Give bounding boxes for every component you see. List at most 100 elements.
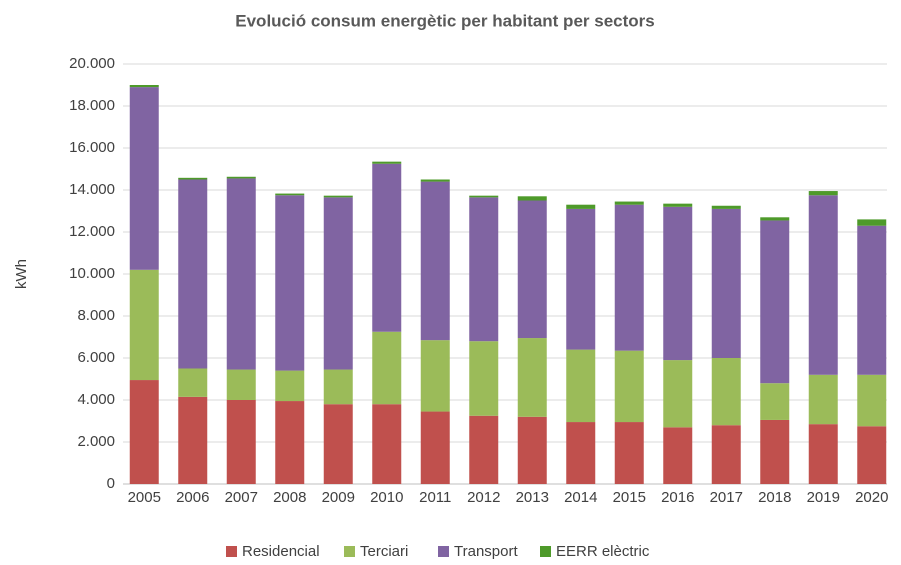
x-tick-label: 2017 bbox=[710, 489, 743, 506]
y-tick-label: 8.000 bbox=[77, 307, 115, 324]
bar-segment bbox=[226, 369, 256, 400]
bar-segment bbox=[614, 350, 644, 423]
legend-swatch bbox=[226, 546, 237, 557]
bar-segment bbox=[711, 425, 741, 484]
bar-segment bbox=[323, 404, 353, 484]
x-tick-label: 2015 bbox=[613, 489, 646, 506]
x-tick-label: 2008 bbox=[273, 489, 306, 506]
x-tick-label: 2013 bbox=[516, 489, 549, 506]
x-tick-label: 2012 bbox=[467, 489, 500, 506]
bar-segment bbox=[517, 196, 547, 201]
bar-segment bbox=[614, 422, 644, 484]
bar-segment bbox=[420, 411, 450, 484]
bar-segment bbox=[760, 220, 790, 384]
x-tick-label: 2014 bbox=[564, 489, 597, 506]
legend-swatch bbox=[344, 546, 355, 557]
bar-segment bbox=[663, 360, 693, 428]
bar-segment bbox=[663, 203, 693, 207]
legend-label: EERR elèctric bbox=[556, 543, 650, 560]
bar-segment bbox=[566, 422, 596, 484]
bar-segment bbox=[760, 383, 790, 420]
bar-segment bbox=[808, 424, 838, 484]
x-tick-label: 2020 bbox=[855, 489, 888, 506]
x-tick-label: 2018 bbox=[758, 489, 791, 506]
y-tick-label: 18.000 bbox=[69, 97, 115, 114]
bar-segment bbox=[226, 176, 256, 179]
x-tick-label: 2019 bbox=[807, 489, 840, 506]
y-tick-label: 0 bbox=[107, 475, 115, 492]
y-tick-label: 14.000 bbox=[69, 181, 115, 198]
bar-segment bbox=[614, 204, 644, 351]
bar-segment bbox=[566, 208, 596, 350]
legend-swatch bbox=[540, 546, 551, 557]
bar-segment bbox=[129, 380, 159, 484]
y-tick-label: 4.000 bbox=[77, 391, 115, 408]
x-tick-label: 2010 bbox=[370, 489, 403, 506]
bar-segment bbox=[275, 370, 305, 402]
x-tick-label: 2006 bbox=[176, 489, 209, 506]
bar-segment bbox=[178, 177, 208, 180]
bar-segment bbox=[275, 195, 305, 371]
bar-segment bbox=[711, 358, 741, 426]
bar-segment bbox=[420, 179, 450, 182]
bar-segment bbox=[663, 206, 693, 361]
legend-label: Terciari bbox=[360, 543, 408, 560]
bar-segment bbox=[275, 193, 305, 196]
x-tick-label: 2009 bbox=[322, 489, 355, 506]
bar-segment bbox=[129, 269, 159, 381]
bar-segment bbox=[469, 197, 499, 342]
bar-segment bbox=[663, 427, 693, 484]
bar-segment bbox=[857, 426, 887, 484]
bar-segment bbox=[372, 404, 402, 484]
bar-segment bbox=[323, 369, 353, 405]
x-tick-label: 2011 bbox=[419, 489, 451, 506]
bar-segment bbox=[711, 208, 741, 358]
legend-label: Residencial bbox=[242, 543, 320, 560]
bar-segment bbox=[808, 195, 838, 375]
bar-segment bbox=[178, 368, 208, 397]
y-tick-label: 6.000 bbox=[77, 349, 115, 366]
y-tick-label: 12.000 bbox=[69, 223, 115, 240]
bar-segment bbox=[760, 419, 790, 484]
bar-segment bbox=[857, 225, 887, 375]
bar-segment bbox=[275, 401, 305, 484]
bar-segment bbox=[129, 85, 159, 88]
y-axis-label: kWh bbox=[13, 259, 30, 289]
bar-segment bbox=[808, 374, 838, 425]
bar-segment bbox=[808, 191, 838, 196]
legend-label: Transport bbox=[454, 543, 518, 560]
bar-segment bbox=[372, 163, 402, 332]
bar-segment bbox=[469, 195, 499, 198]
x-tick-label: 2016 bbox=[661, 489, 694, 506]
y-tick-label: 16.000 bbox=[69, 139, 115, 156]
y-tick-label: 10.000 bbox=[69, 265, 115, 282]
bar-segment bbox=[857, 374, 887, 427]
bar-segment bbox=[323, 195, 353, 198]
bar-segment bbox=[711, 205, 741, 209]
chart-title: Evolució consum energètic per habitant p… bbox=[235, 11, 654, 30]
bar-segment bbox=[420, 340, 450, 412]
bar-segment bbox=[469, 415, 499, 484]
bar-segment bbox=[566, 349, 596, 423]
x-tick-label: 2007 bbox=[225, 489, 258, 506]
bar-segment bbox=[857, 219, 887, 226]
bar-segment bbox=[372, 161, 402, 164]
bar-segment bbox=[517, 200, 547, 339]
bar-segment bbox=[178, 396, 208, 484]
bar-segment bbox=[420, 181, 450, 341]
y-tick-label: 20.000 bbox=[69, 55, 115, 72]
bar-segment bbox=[372, 331, 402, 405]
bar-segment bbox=[323, 197, 353, 370]
bar-segment bbox=[517, 416, 547, 484]
bar-segment bbox=[226, 400, 256, 484]
bar-segment bbox=[517, 338, 547, 417]
y-tick-label: 2.000 bbox=[77, 433, 115, 450]
bar-segment bbox=[760, 217, 790, 221]
bar-segment bbox=[129, 87, 159, 270]
legend-swatch bbox=[438, 546, 449, 557]
x-tick-label: 2005 bbox=[128, 489, 161, 506]
bar-segment bbox=[226, 178, 256, 370]
bar-segment bbox=[178, 179, 208, 369]
bar-segment bbox=[469, 341, 499, 416]
